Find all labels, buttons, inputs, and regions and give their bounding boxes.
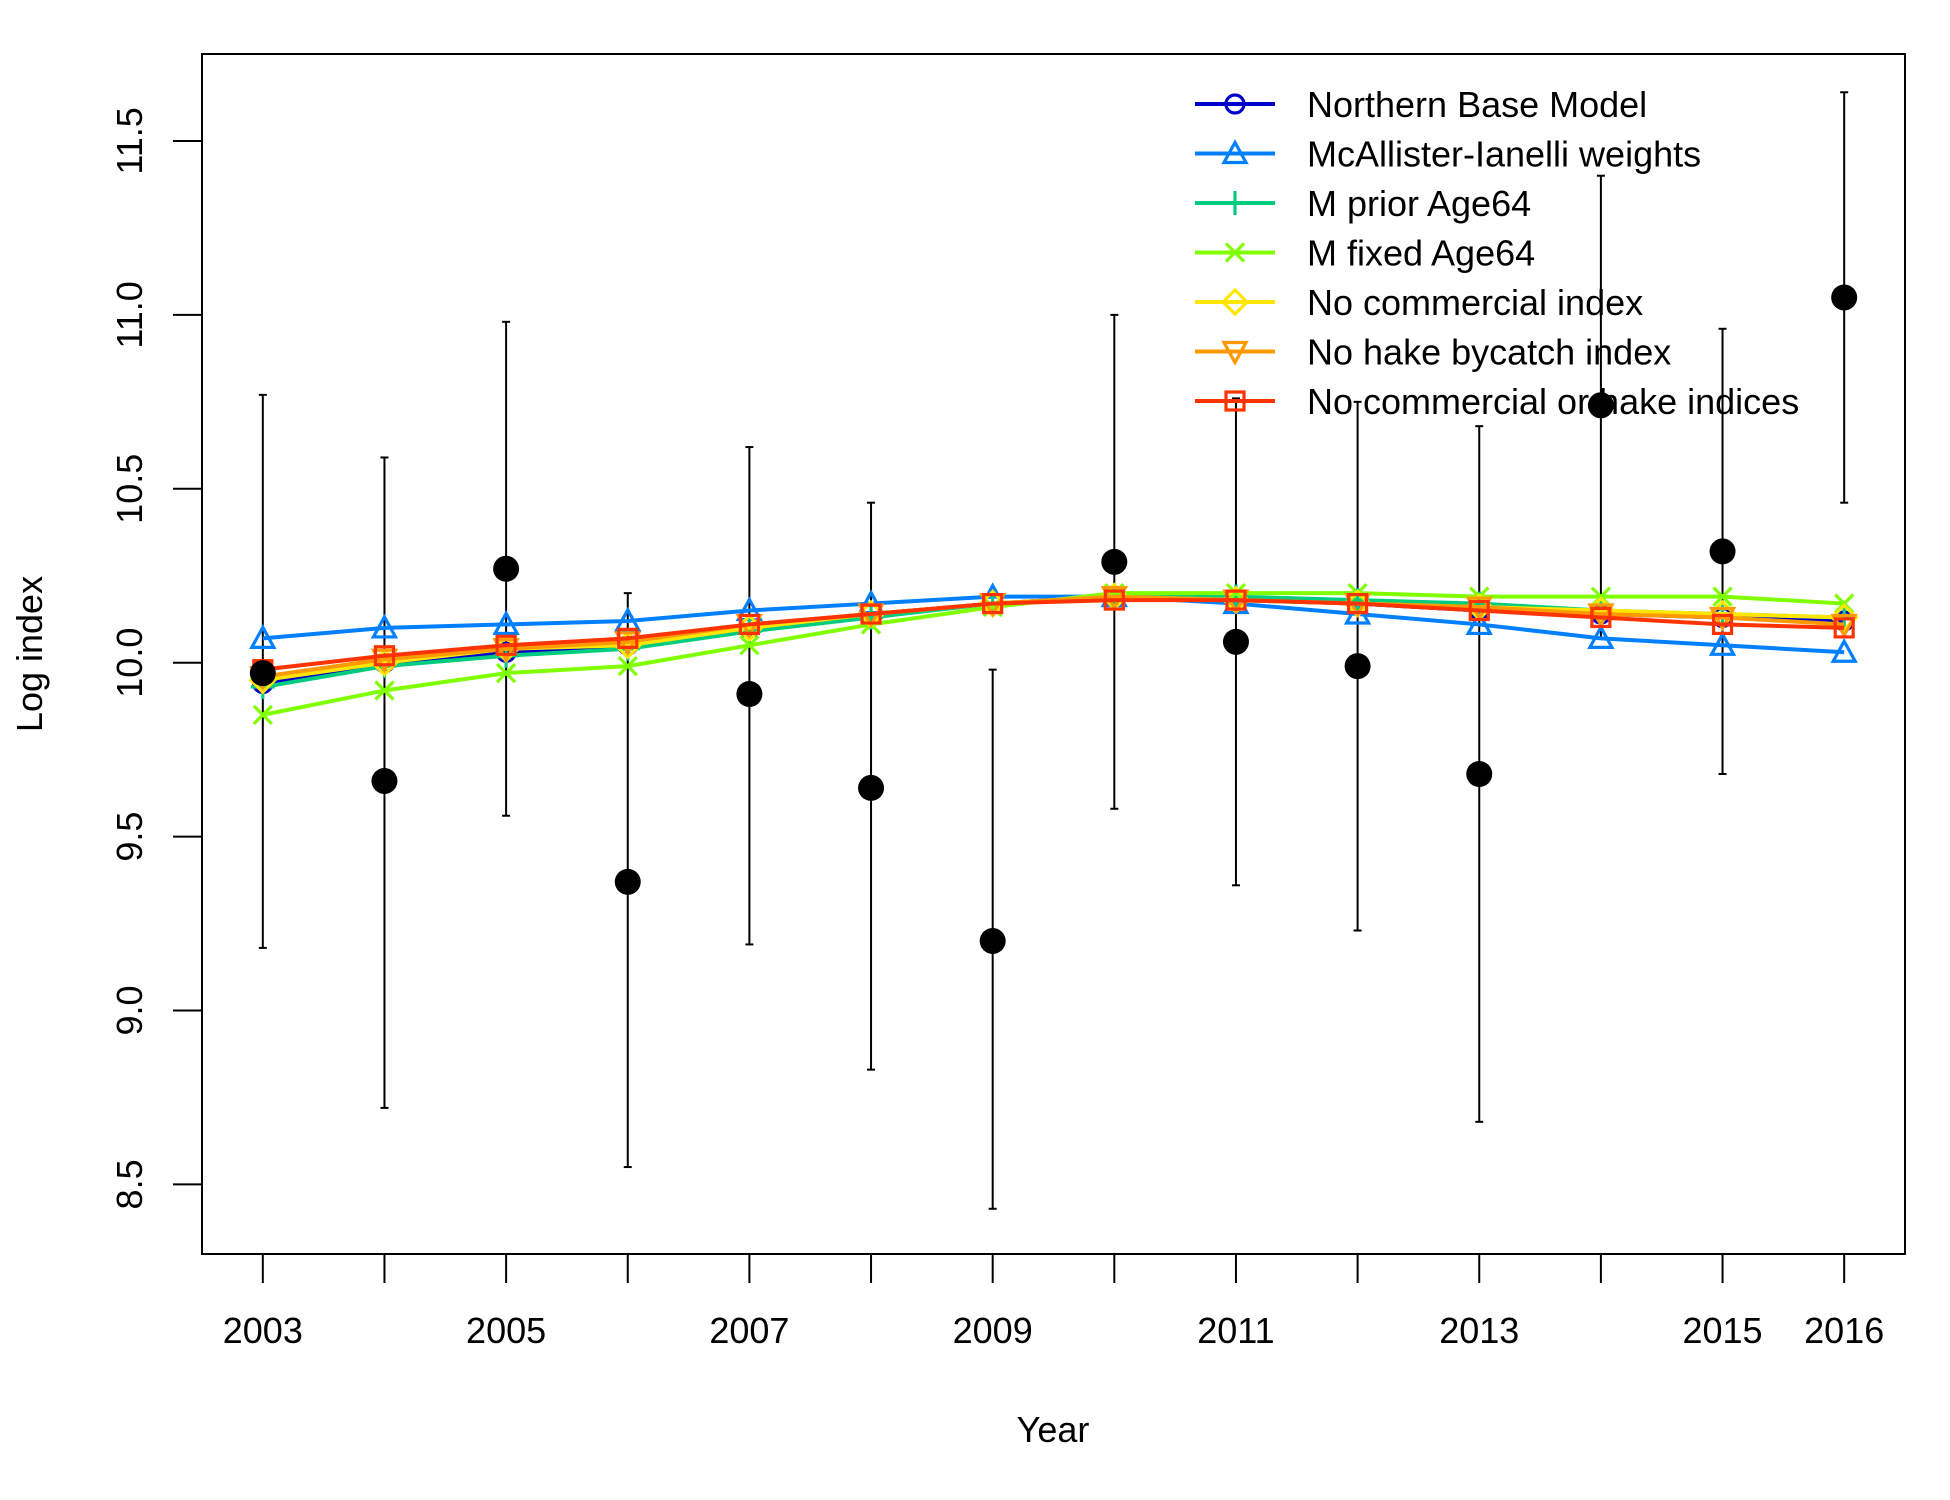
observed-point [1101, 548, 1128, 575]
series-point [495, 662, 517, 684]
legend-item: No commercial or hake indices [1195, 381, 1799, 422]
series-point [738, 613, 760, 636]
legend-marker [1220, 287, 1250, 317]
series-line [262, 598, 1845, 672]
observed-point [858, 774, 885, 801]
x-tick-label: 2005 [466, 1310, 546, 1351]
series-point [1708, 606, 1737, 632]
observed-point [614, 868, 641, 895]
x-tick-label: 2013 [1439, 1310, 1519, 1351]
y-tick-label: 8.5 [109, 1159, 150, 1209]
observed-points [249, 284, 1858, 954]
y-tick-label: 10.5 [109, 454, 150, 524]
observed-point [736, 681, 763, 707]
y-tick-label: 11.5 [109, 107, 150, 174]
observed-point [1709, 538, 1736, 565]
series-point [492, 610, 520, 636]
series-point [614, 631, 642, 657]
legend-item: McAllister-Ianelli weights [1195, 134, 1701, 175]
legend-item: No hake bycatch index [1195, 332, 1671, 373]
series-point [860, 603, 882, 625]
x-tick-label: 2003 [223, 1310, 303, 1351]
legend-marker [1224, 390, 1246, 412]
observed-point [1344, 653, 1371, 680]
series-point [374, 680, 395, 701]
series-point [1590, 606, 1612, 629]
series-point [1465, 610, 1493, 636]
series-point [1830, 613, 1858, 639]
observed-point [1831, 284, 1858, 311]
series-point [370, 648, 399, 674]
series-point [1708, 630, 1737, 656]
series-point [1829, 603, 1859, 632]
series-point [1587, 603, 1615, 629]
series-point [1465, 596, 1493, 622]
legend-marker [1221, 139, 1249, 165]
y-axis-label: Log index [9, 576, 50, 732]
series-point [1833, 617, 1855, 639]
legend-label: Northern Base Model [1307, 84, 1647, 125]
series-point [249, 624, 277, 649]
x-axis: 2003 2005 2007 2009 2011 2013 2015 2016 [223, 1253, 1884, 1351]
legend-item: M fixed Age64 [1195, 233, 1535, 274]
series-point [1468, 599, 1490, 622]
legend-marker [1221, 340, 1249, 366]
x-tick-label: 2016 [1804, 1310, 1884, 1351]
legend-label: No commercial or hake indices [1307, 381, 1799, 422]
legend-marker [1223, 191, 1247, 215]
series-point [252, 704, 273, 726]
y-tick-label: 9.0 [109, 985, 150, 1035]
legend-label: McAllister-Ianelli weights [1307, 134, 1701, 175]
series-point [1347, 592, 1369, 615]
legend-label: M prior Age64 [1307, 183, 1531, 224]
x-tick-label: 2015 [1682, 1310, 1762, 1351]
series-point [1100, 586, 1129, 611]
y-tick-label: 10.0 [109, 628, 150, 698]
series-point [617, 656, 638, 677]
series-point [617, 627, 639, 649]
observed-point [1466, 761, 1493, 787]
legend-label: M fixed Age64 [1307, 233, 1535, 274]
x-tick-label: 2007 [709, 1310, 789, 1351]
y-axis: 8.5 9.0 9.5 10.0 10.5 11.0 11.5 [109, 107, 202, 1209]
series-point [982, 592, 1004, 615]
series-point [495, 634, 517, 656]
y-tick-label: 9.5 [109, 812, 150, 862]
legend-label: No commercial index [1307, 282, 1643, 323]
legend-marker [1224, 93, 1246, 115]
observed-point [1587, 392, 1614, 419]
series-line [262, 594, 1845, 655]
observed-point [979, 927, 1006, 954]
series-point [373, 645, 396, 667]
y-tick-label: 11.0 [109, 281, 150, 348]
series-point [370, 613, 399, 639]
x-axis-label: Year [1017, 1409, 1090, 1450]
observed-point [493, 555, 520, 582]
legend-marker [1224, 242, 1246, 263]
series-point [1830, 637, 1858, 663]
series-lines [248, 582, 1859, 726]
observed-point [249, 660, 276, 687]
series-point [492, 638, 520, 664]
legend-item: Northern Base Model [1195, 84, 1647, 125]
legend-label: No hake bycatch index [1307, 332, 1671, 373]
series-point [1711, 613, 1734, 636]
observed-point [371, 767, 398, 794]
series-point [1103, 589, 1125, 611]
series-point [1225, 589, 1247, 611]
series-point [739, 635, 760, 656]
x-tick-label: 2011 [1197, 1310, 1274, 1351]
x-tick-label: 2009 [953, 1310, 1033, 1351]
observed-point [1222, 628, 1249, 655]
series-point [1712, 586, 1733, 607]
legend-item: M prior Age64 [1195, 183, 1531, 224]
legend: Northern Base Model McAllister-Ianelli we… [1195, 84, 1799, 422]
legend-item: No commercial index [1195, 282, 1643, 323]
series-point [1587, 624, 1615, 649]
